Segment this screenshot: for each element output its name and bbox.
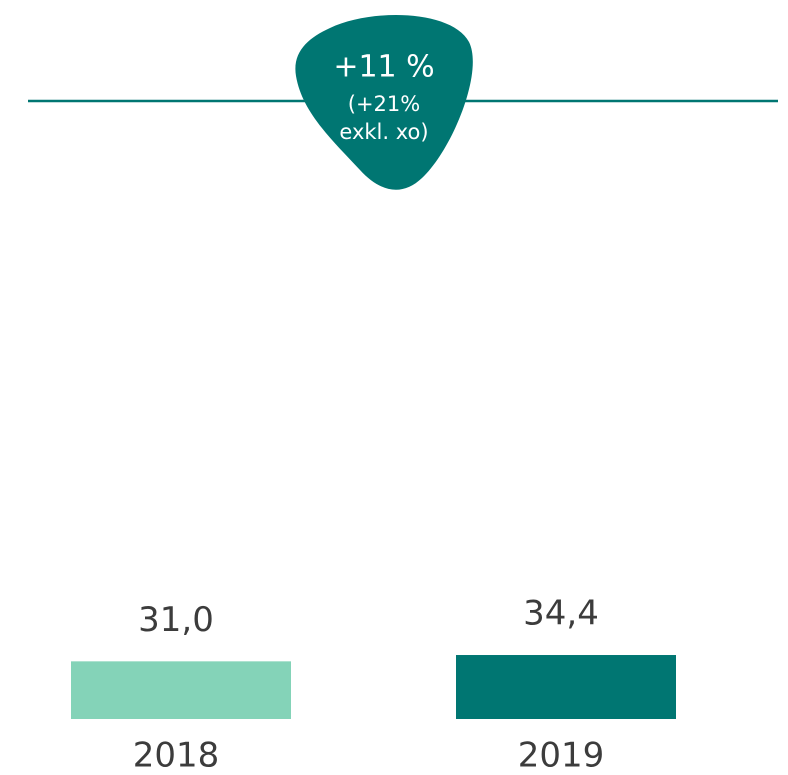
annotation-main: +11 % — [333, 50, 434, 85]
annotation-sub: (+21% — [348, 92, 420, 116]
x-tick-label: 2018 — [133, 736, 220, 775]
value-label: 34,4 — [523, 594, 599, 634]
x-tick-label: 2019 — [518, 736, 605, 775]
value-label: 31,0 — [138, 600, 214, 640]
annotation-sub: exkl. xo) — [339, 120, 428, 144]
bar — [71, 661, 291, 719]
annotation-badge — [295, 15, 473, 190]
bar — [456, 655, 676, 719]
